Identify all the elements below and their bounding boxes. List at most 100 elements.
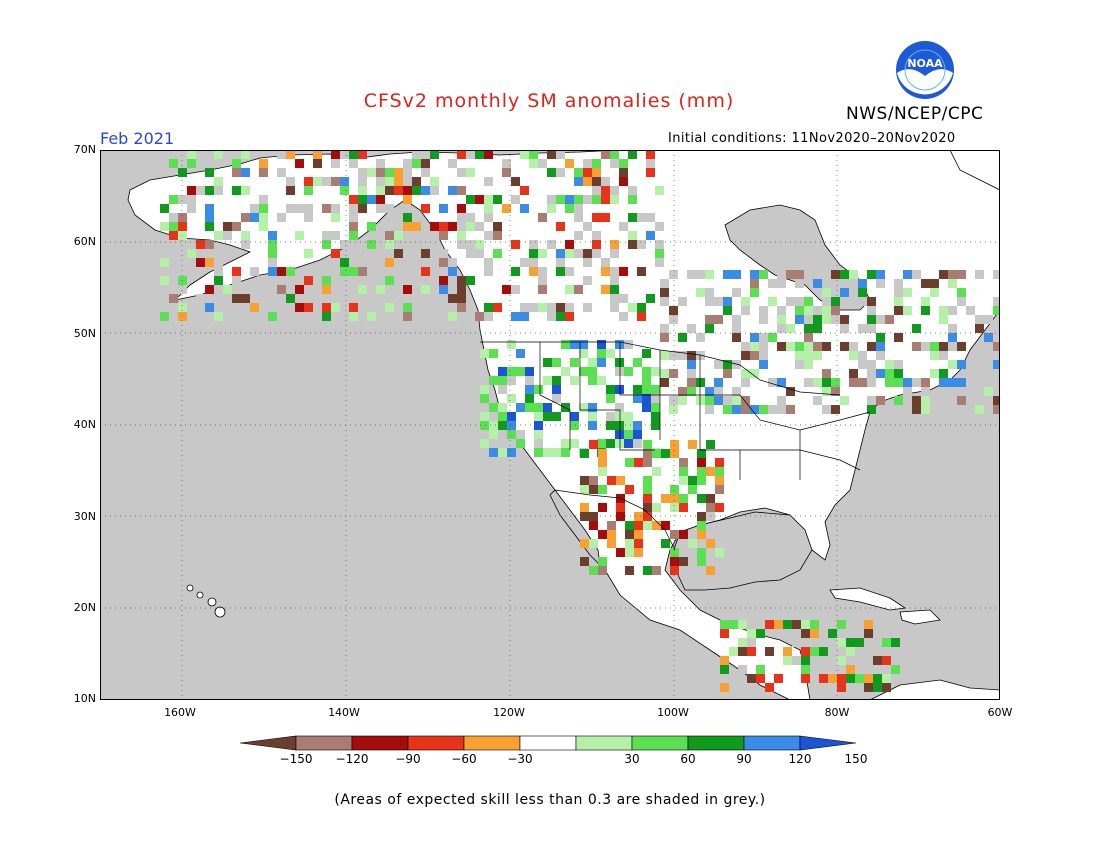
- anomaly-cell: [601, 213, 610, 222]
- anomaly-cell: [358, 195, 367, 204]
- anomaly-cell: [205, 258, 214, 267]
- anomaly-cell: [538, 159, 547, 168]
- anomaly-cell: [358, 150, 367, 159]
- anomaly-cell: [358, 312, 367, 321]
- anomaly-cell: [556, 267, 565, 276]
- anomaly-cell: [268, 249, 277, 258]
- anomaly-cell: [556, 150, 565, 159]
- anomaly-cell: [516, 349, 525, 358]
- anomaly-cell: [178, 195, 187, 204]
- anomaly-cell: [903, 396, 912, 405]
- anomaly-cell: [750, 279, 759, 288]
- anomaly-cell: [822, 378, 831, 387]
- anomaly-cell: [858, 288, 867, 297]
- anomaly-cell: [777, 306, 786, 315]
- anomaly-cell: [579, 340, 588, 349]
- anomaly-cell: [831, 405, 840, 414]
- anomaly-cell: [804, 342, 813, 351]
- anomaly-cell: [714, 360, 723, 369]
- anomaly-cell: [828, 629, 837, 638]
- anomaly-cell: [610, 294, 619, 303]
- anomaly-cell: [349, 312, 358, 321]
- anomaly-cell: [705, 288, 714, 297]
- anomaly-cell: [912, 324, 921, 333]
- anomaly-cell: [304, 213, 313, 222]
- anomaly-cell: [660, 351, 669, 360]
- anomaly-cell: [642, 385, 651, 394]
- anomaly-cell: [669, 351, 678, 360]
- anomaly-cell: [277, 267, 286, 276]
- anomaly-cell: [921, 387, 930, 396]
- anomaly-cell: [984, 333, 993, 342]
- anomaly-cell: [295, 285, 304, 294]
- anomaly-cell: [930, 288, 939, 297]
- anomaly-cell: [448, 312, 457, 321]
- anomaly-cell: [547, 150, 556, 159]
- anomaly-cell: [714, 297, 723, 306]
- anomaly-cell: [534, 412, 543, 421]
- anomaly-cell: [615, 385, 624, 394]
- anomaly-cell: [615, 412, 624, 421]
- anomaly-cell: [304, 303, 313, 312]
- colorbar-tick-label: 30: [624, 752, 640, 766]
- anomaly-cell: [516, 430, 525, 439]
- anomaly-cell: [634, 512, 643, 521]
- anomaly-cell: [607, 530, 616, 539]
- anomaly-cell: [783, 620, 792, 629]
- anomaly-cell: [646, 159, 655, 168]
- anomaly-cell: [484, 267, 493, 276]
- anomaly-cell: [421, 159, 430, 168]
- anomaly-cell: [570, 421, 579, 430]
- anomaly-cell: [403, 222, 412, 231]
- anomaly-cell: [376, 240, 385, 249]
- anomaly-cell: [792, 656, 801, 665]
- anomaly-cell: [625, 530, 634, 539]
- anomaly-cell: [598, 449, 607, 458]
- anomaly-cell: [625, 539, 634, 548]
- anomaly-cell: [837, 674, 846, 683]
- anomaly-cell: [993, 369, 1000, 378]
- anomaly-cell: [574, 177, 583, 186]
- anomaly-cell: [822, 369, 831, 378]
- anomaly-cell: [957, 360, 966, 369]
- anomaly-cell: [349, 213, 358, 222]
- anomaly-cell: [846, 638, 855, 647]
- anomaly-cell: [169, 213, 178, 222]
- anomaly-cell: [837, 683, 846, 692]
- anomaly-cell: [556, 222, 565, 231]
- anomaly-cell: [385, 222, 394, 231]
- anomaly-cell: [480, 349, 489, 358]
- anomaly-cell: [786, 297, 795, 306]
- anomaly-cell: [777, 378, 786, 387]
- anomaly-cell: [547, 168, 556, 177]
- anomaly-cell: [669, 396, 678, 405]
- anomaly-cell: [376, 204, 385, 213]
- anomaly-cell: [804, 297, 813, 306]
- anomaly-cell: [777, 270, 786, 279]
- colorbar-tick-label: −150: [279, 752, 313, 766]
- anomaly-cell: [498, 376, 507, 385]
- anomaly-cell: [804, 360, 813, 369]
- anomaly-cell: [552, 358, 561, 367]
- anomaly-cell: [480, 394, 489, 403]
- anomaly-cell: [178, 285, 187, 294]
- anomaly-cell: [670, 449, 679, 458]
- anomaly-cell: [466, 168, 475, 177]
- anomaly-cell: [759, 315, 768, 324]
- anomaly-cell: [331, 285, 340, 294]
- anomaly-cell: [340, 267, 349, 276]
- anomaly-cell: [601, 258, 610, 267]
- anomaly-cell: [882, 638, 891, 647]
- anomaly-cell: [322, 312, 331, 321]
- anomaly-cell: [538, 249, 547, 258]
- anomaly-cell: [340, 150, 349, 159]
- anomaly-cell: [349, 240, 358, 249]
- anomaly-cell: [349, 303, 358, 312]
- anomaly-cell: [241, 150, 250, 159]
- anomaly-cell: [660, 333, 669, 342]
- anomaly-cell: [367, 240, 376, 249]
- anomaly-cell: [643, 503, 652, 512]
- anomaly-cell: [268, 231, 277, 240]
- anomaly-cell: [525, 394, 534, 403]
- anomaly-cell: [412, 186, 421, 195]
